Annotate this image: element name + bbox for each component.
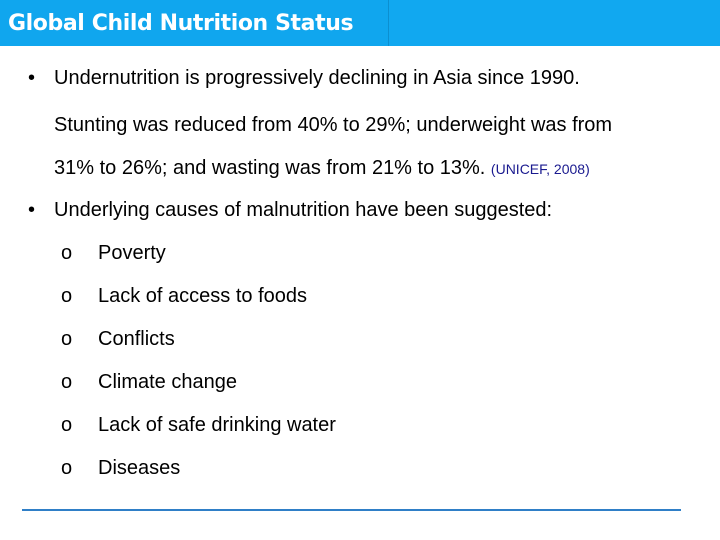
sub-bullet-marker: o [61, 414, 73, 436]
sub-bullet-marker: o [61, 285, 73, 307]
title-box: Global Child Nutrition Status [0, 0, 388, 46]
bullet-1-line-2: Stunting was reduced from 40% to 29%; un… [54, 114, 613, 136]
sub-item-poverty: Poverty [98, 242, 166, 264]
sub-bullet-marker: o [61, 457, 73, 479]
sub-item-access-to-foods: Lack of access to foods [98, 285, 308, 307]
sub-bullet-marker: o [61, 328, 73, 350]
bullet-1-line-3: 31% to 26%; and wasting was from 21% to … [54, 156, 590, 181]
slide-title: Global Child Nutrition Status [8, 11, 354, 36]
bullet-marker: • [28, 67, 36, 89]
citation: (UNICEF, 2008) [490, 161, 590, 177]
bullet-1-line-3-text: 31% to 26%; and wasting was from 21% to … [54, 157, 486, 179]
sub-item-safe-drinking-water: Lack of safe drinking water [98, 414, 336, 436]
sub-item-diseases: Diseases [98, 457, 181, 479]
sub-item-climate-change: Climate change [98, 371, 237, 393]
bullet-1-line-1: Undernutrition is progressively declinin… [54, 67, 580, 89]
bottom-divider [22, 509, 681, 511]
sub-bullet-marker: o [61, 242, 73, 264]
bullet-2-line-1: Underlying causes of malnutrition have b… [54, 199, 553, 221]
sub-bullet-marker: o [61, 371, 73, 393]
sub-item-conflicts: Conflicts [98, 328, 175, 350]
title-bar: Global Child Nutrition Status [0, 0, 720, 46]
bullet-marker: • [28, 199, 36, 221]
